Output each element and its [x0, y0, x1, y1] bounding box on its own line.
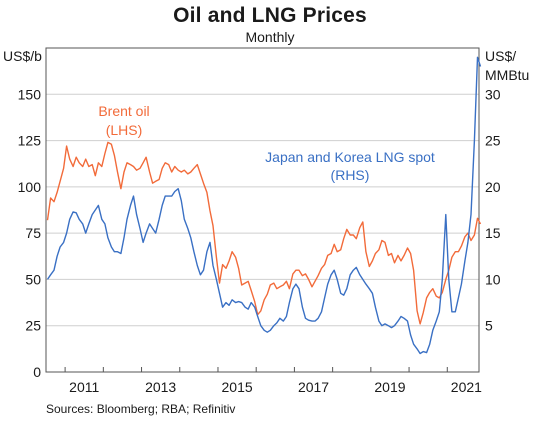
- x-tick-label: 2011: [69, 379, 99, 395]
- x-tick-label: 2019: [374, 379, 405, 395]
- right-axis-unit-line-1: US$/: [485, 48, 517, 64]
- y-right-tick-label: 5: [485, 318, 493, 334]
- x-tick-label: 2015: [222, 379, 253, 395]
- right-axis-unit: US$/ MMBtu: [485, 47, 529, 85]
- lng-spot-line: [46, 56, 482, 355]
- y-left-tick-label: 100: [18, 179, 42, 195]
- y-right-tick-label: 25: [485, 133, 501, 149]
- brent-oil-label: Brent oil: [98, 103, 149, 119]
- x-tick-label: 2021: [451, 379, 482, 395]
- lng-spot-label: Japan and Korea LNG spot: [265, 149, 435, 165]
- x-tick-label: 2013: [145, 379, 176, 395]
- y-right-tick-label: 10: [485, 271, 501, 287]
- lng-spot-label: (RHS): [331, 167, 370, 183]
- y-left-tick-label: 125: [18, 133, 42, 149]
- y-right-tick-label: 30: [485, 86, 501, 102]
- plot-frame: [45, 47, 480, 373]
- y-right-tick-label: 15: [485, 225, 501, 241]
- y-left-tick-label: 75: [25, 225, 41, 241]
- brent-oil-label: (LHS): [106, 122, 143, 138]
- chart-subtitle: Monthly: [245, 29, 295, 45]
- y-left-tick-label: 0: [33, 364, 41, 380]
- brent-oil-line: [46, 141, 482, 325]
- chart-title: Oil and LNG Prices: [173, 4, 367, 27]
- right-axis-unit-line-2: MMBtu: [485, 67, 530, 83]
- x-tick-label: 2017: [298, 379, 329, 395]
- y-left-tick-label: 150: [18, 86, 42, 102]
- y-left-tick-label: 50: [25, 271, 41, 287]
- y-left-tick-label: 25: [25, 318, 41, 334]
- source-note: Sources: Bloomberg; RBA; Refinitiv: [46, 402, 236, 416]
- left-axis-unit: US$/b: [3, 48, 42, 64]
- y-right-tick-label: 20: [485, 179, 501, 195]
